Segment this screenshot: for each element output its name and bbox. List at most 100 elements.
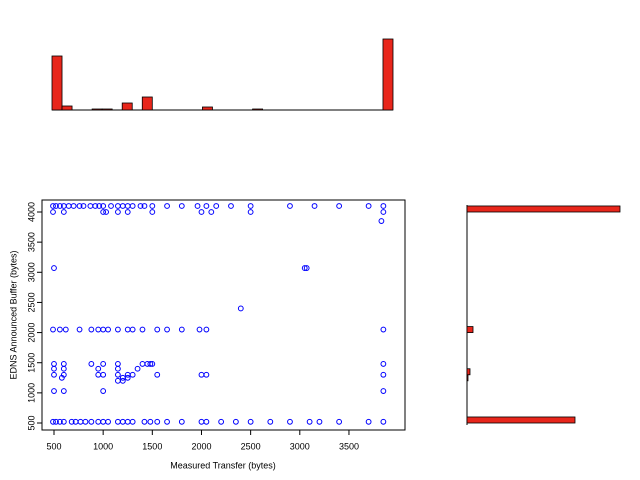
point bbox=[115, 209, 121, 215]
point bbox=[149, 209, 156, 215]
point bbox=[203, 326, 210, 333]
y-tick-label: 2000 bbox=[26, 323, 36, 343]
point bbox=[237, 305, 244, 312]
point bbox=[100, 371, 107, 378]
point bbox=[380, 209, 387, 215]
point bbox=[380, 361, 387, 367]
point bbox=[60, 388, 67, 394]
point bbox=[58, 374, 65, 381]
point bbox=[134, 365, 141, 372]
point bbox=[88, 418, 95, 425]
point bbox=[100, 209, 107, 215]
hist-bar bbox=[466, 416, 576, 424]
point bbox=[129, 371, 136, 378]
hist-bar bbox=[101, 108, 113, 111]
point bbox=[50, 326, 56, 333]
point bbox=[88, 326, 95, 333]
y-tick-label: 500 bbox=[26, 415, 36, 430]
point bbox=[92, 203, 99, 209]
point bbox=[115, 365, 121, 372]
hist-bar bbox=[121, 102, 133, 111]
point bbox=[50, 418, 56, 425]
x-tick-label: 3500 bbox=[339, 441, 359, 451]
x-tick-label: 2500 bbox=[241, 441, 261, 451]
point bbox=[287, 203, 293, 209]
point bbox=[178, 326, 185, 333]
point bbox=[365, 203, 372, 209]
point bbox=[51, 388, 57, 394]
hist-bar bbox=[466, 368, 471, 376]
point bbox=[100, 203, 107, 209]
hist-bar bbox=[51, 55, 63, 111]
point bbox=[53, 203, 59, 209]
point bbox=[196, 326, 203, 333]
point bbox=[76, 203, 83, 209]
x-tick-label: 500 bbox=[46, 441, 61, 451]
hist-bar bbox=[141, 96, 153, 111]
point bbox=[232, 418, 239, 425]
y-axis-title: EDNS Announced Buffer (bytes) bbox=[8, 251, 18, 380]
point bbox=[129, 203, 136, 209]
point bbox=[208, 209, 215, 215]
point bbox=[95, 365, 102, 372]
hist-bar bbox=[466, 326, 474, 333]
point bbox=[115, 371, 121, 378]
point bbox=[88, 361, 95, 367]
point bbox=[51, 365, 57, 372]
point bbox=[50, 203, 56, 209]
point bbox=[178, 418, 185, 425]
point bbox=[213, 203, 220, 209]
point bbox=[105, 326, 111, 333]
x-tick-label: 2000 bbox=[191, 441, 211, 451]
point bbox=[306, 418, 313, 425]
x-tick-label: 1500 bbox=[142, 441, 162, 451]
point bbox=[380, 388, 387, 394]
point bbox=[60, 209, 67, 215]
hist-bar bbox=[466, 374, 469, 382]
y-tick-label: 3000 bbox=[26, 262, 36, 282]
point bbox=[247, 203, 254, 209]
point bbox=[336, 203, 343, 209]
x-tick-label: 3000 bbox=[290, 441, 310, 451]
point bbox=[247, 418, 254, 425]
point bbox=[154, 418, 161, 425]
point bbox=[68, 418, 75, 425]
hist-bar bbox=[61, 105, 73, 111]
point bbox=[51, 371, 57, 378]
point bbox=[124, 374, 131, 381]
point bbox=[56, 418, 63, 425]
point bbox=[70, 203, 77, 209]
point bbox=[378, 218, 385, 224]
plot-frame bbox=[41, 199, 406, 431]
point bbox=[247, 209, 254, 215]
point bbox=[154, 371, 161, 378]
point bbox=[287, 418, 293, 425]
point bbox=[137, 203, 144, 209]
point bbox=[100, 388, 107, 394]
y-tick-label: 1000 bbox=[26, 383, 36, 403]
point bbox=[194, 203, 201, 209]
point bbox=[218, 418, 225, 425]
point bbox=[267, 418, 274, 425]
point bbox=[129, 326, 136, 333]
point bbox=[50, 209, 56, 215]
y-tick-label: 1500 bbox=[26, 353, 36, 373]
point bbox=[103, 209, 110, 215]
point bbox=[82, 418, 89, 425]
point bbox=[303, 265, 310, 271]
point bbox=[76, 326, 83, 333]
point bbox=[56, 203, 63, 209]
point bbox=[149, 203, 156, 209]
point bbox=[380, 326, 387, 333]
point bbox=[62, 326, 69, 333]
point bbox=[164, 418, 170, 425]
hist-bar bbox=[382, 38, 394, 111]
point bbox=[60, 365, 67, 372]
point bbox=[164, 326, 170, 333]
point bbox=[108, 203, 114, 209]
point bbox=[203, 418, 210, 425]
y-tick-label: 4000 bbox=[26, 202, 36, 222]
point bbox=[147, 361, 154, 367]
